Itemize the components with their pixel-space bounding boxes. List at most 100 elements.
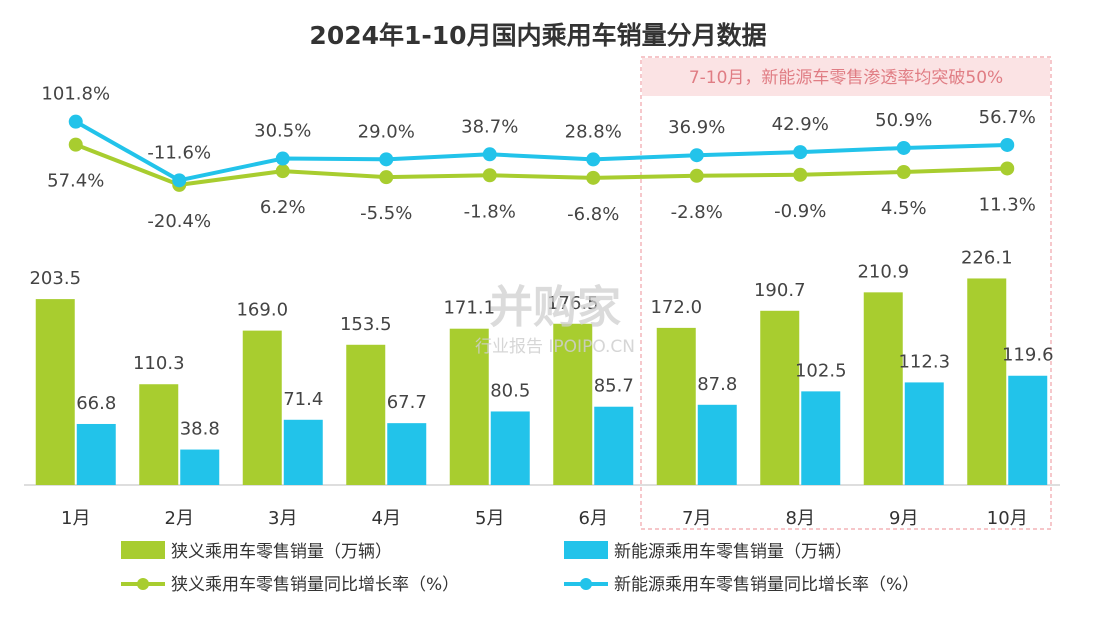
x-tick-label-8: 8月 xyxy=(786,508,815,529)
growth-total-label-5: -1.8% xyxy=(464,201,516,222)
bar-nev-5 xyxy=(490,411,530,485)
bar-nev-8 xyxy=(801,391,841,485)
bar-nev-3 xyxy=(283,419,323,485)
watermark: 并购家 行业报告 IPOIPO.CN xyxy=(475,282,635,357)
growth-nev-point-3 xyxy=(275,151,290,166)
x-tick-label-4: 4月 xyxy=(372,508,401,529)
legend-label-line-total: 狭义乘用车零售销量同比增长率（%） xyxy=(171,575,459,595)
growth-total-point-1 xyxy=(68,137,83,152)
bar-nev-label-6: 85.7 xyxy=(594,376,634,397)
bar-total-3 xyxy=(242,330,282,485)
bar-total-7 xyxy=(656,327,696,485)
bar-total-label-2: 110.3 xyxy=(133,353,185,374)
bar-total-label-4: 153.5 xyxy=(340,314,392,335)
growth-total-point-10 xyxy=(1000,161,1015,176)
highlight-box xyxy=(640,56,1052,530)
growth-total-point-9 xyxy=(896,164,911,179)
watermark-sub: 行业报告 IPOIPO.CN xyxy=(475,337,635,357)
growth-nev-point-7 xyxy=(689,148,704,163)
growth-nev-label-8: 42.9% xyxy=(772,114,829,135)
legend-label-bar-nev: 新能源乘用车零售销量（万辆） xyxy=(614,542,852,562)
lines-layer xyxy=(68,114,1015,192)
x-tick-label-5: 5月 xyxy=(475,508,504,529)
growth-nev-line xyxy=(74,119,1008,183)
growth-nev-point-1 xyxy=(68,114,83,129)
growth-total-label-9: 4.5% xyxy=(881,198,927,219)
growth-nev-point-6 xyxy=(586,152,601,167)
bar-total-5 xyxy=(449,328,489,485)
growth-nev-label-9: 50.9% xyxy=(875,110,932,131)
growth-total-label-8: -0.9% xyxy=(774,201,826,222)
bar-total-label-1: 203.5 xyxy=(29,268,81,289)
growth-total-label-4: -5.5% xyxy=(360,203,412,224)
bar-total-label-5: 171.1 xyxy=(443,298,495,319)
growth-nev-label-7: 36.9% xyxy=(668,117,725,138)
bar-total-1 xyxy=(35,299,75,485)
bar-total-8 xyxy=(760,310,800,485)
growth-total-label-2: -20.4% xyxy=(147,211,211,232)
bar-nev-label-3: 71.4 xyxy=(283,389,323,410)
bar-nev-1 xyxy=(76,423,116,485)
growth-nev-label-5: 38.7% xyxy=(461,116,518,137)
growth-total-point-8 xyxy=(793,167,808,182)
bar-nev-label-7: 87.8 xyxy=(697,374,737,395)
growth-total-label-6: -6.8% xyxy=(567,204,619,225)
highlight-annotation: 7-10月，新能源车零售渗透率均突破50% xyxy=(689,68,1003,88)
legend-marker-line-total xyxy=(137,578,149,590)
growth-nev-point-2 xyxy=(172,173,187,188)
bar-nev-7 xyxy=(697,404,737,485)
growth-nev-label-2: -11.6% xyxy=(147,142,211,163)
x-tick-label-7: 7月 xyxy=(682,508,711,529)
bar-nev-label-10: 119.6 xyxy=(1002,345,1054,366)
growth-nev-point-8 xyxy=(793,145,808,160)
bar-nev-label-5: 80.5 xyxy=(490,380,530,401)
bar-nev-label-9: 112.3 xyxy=(898,351,950,372)
watermark-brand: 并购家 xyxy=(489,282,621,333)
bar-nev-10 xyxy=(1008,375,1048,485)
growth-total-point-5 xyxy=(482,168,497,183)
bar-nev-6 xyxy=(594,406,634,485)
x-tick-label-10: 10月 xyxy=(987,508,1028,529)
bar-nev-label-4: 67.7 xyxy=(387,392,427,413)
legend-swatch-bar-total xyxy=(121,541,165,559)
bar-total-label-10: 226.1 xyxy=(961,247,1013,268)
growth-nev-point-5 xyxy=(482,147,497,162)
growth-total-label-3: 6.2% xyxy=(260,197,306,218)
legend: 狭义乘用车零售销量（万辆） 新能源乘用车零售销量（万辆） 狭义乘用车零售销量同比… xyxy=(121,541,919,595)
bar-total-label-7: 172.0 xyxy=(650,297,702,318)
growth-nev-label-6: 28.8% xyxy=(565,121,622,142)
bar-total-9 xyxy=(863,292,903,485)
growth-nev-label-3: 30.5% xyxy=(254,121,311,142)
growth-nev-point-4 xyxy=(379,152,394,167)
growth-total-point-7 xyxy=(689,168,704,183)
x-tick-label-9: 9月 xyxy=(889,508,918,529)
growth-nev-point-10 xyxy=(1000,137,1015,152)
legend-marker-line-nev xyxy=(580,578,592,590)
growth-nev-label-10: 56.7% xyxy=(979,107,1036,128)
category-axis: 1月 2月 3月 4月 5月 6月 7月 8月 9月 10月 xyxy=(61,508,1028,529)
growth-total-point-3 xyxy=(275,164,290,179)
legend-label-line-nev: 新能源乘用车零售销量同比增长率（%） xyxy=(614,575,919,595)
bar-total-label-9: 210.9 xyxy=(857,261,909,282)
bar-total-label-3: 169.0 xyxy=(236,300,288,321)
legend-label-bar-total: 狭义乘用车零售销量（万辆） xyxy=(171,542,392,562)
growth-nev-point-9 xyxy=(896,140,911,155)
bars-layer xyxy=(35,278,1048,485)
growth-total-label-1: 57.4% xyxy=(47,171,104,192)
chart-title: 2024年1-10月国内乘用车销量分月数据 xyxy=(309,21,766,50)
bar-nev-label-8: 102.5 xyxy=(795,360,847,381)
highlight-banner xyxy=(642,58,1050,96)
highlight-region: 7-10月，新能源车零售渗透率均突破50% xyxy=(640,56,1052,530)
bar-total-label-6: 176.5 xyxy=(547,293,599,314)
bar-total-6 xyxy=(553,323,593,485)
growth-total-label-10: 11.3% xyxy=(979,194,1036,215)
bar-nev-4 xyxy=(387,423,427,485)
bar-total-10 xyxy=(967,278,1007,485)
bar-total-4 xyxy=(346,344,386,485)
bar-nev-2 xyxy=(180,449,220,485)
growth-total-point-4 xyxy=(379,170,394,185)
bar-nev-label-2: 38.8 xyxy=(180,419,220,440)
bar-nev-label-1: 66.8 xyxy=(76,393,116,414)
bar-total-2 xyxy=(139,384,179,485)
